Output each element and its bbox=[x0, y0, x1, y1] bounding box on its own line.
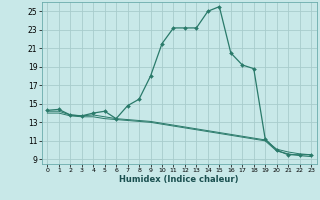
X-axis label: Humidex (Indice chaleur): Humidex (Indice chaleur) bbox=[119, 175, 239, 184]
